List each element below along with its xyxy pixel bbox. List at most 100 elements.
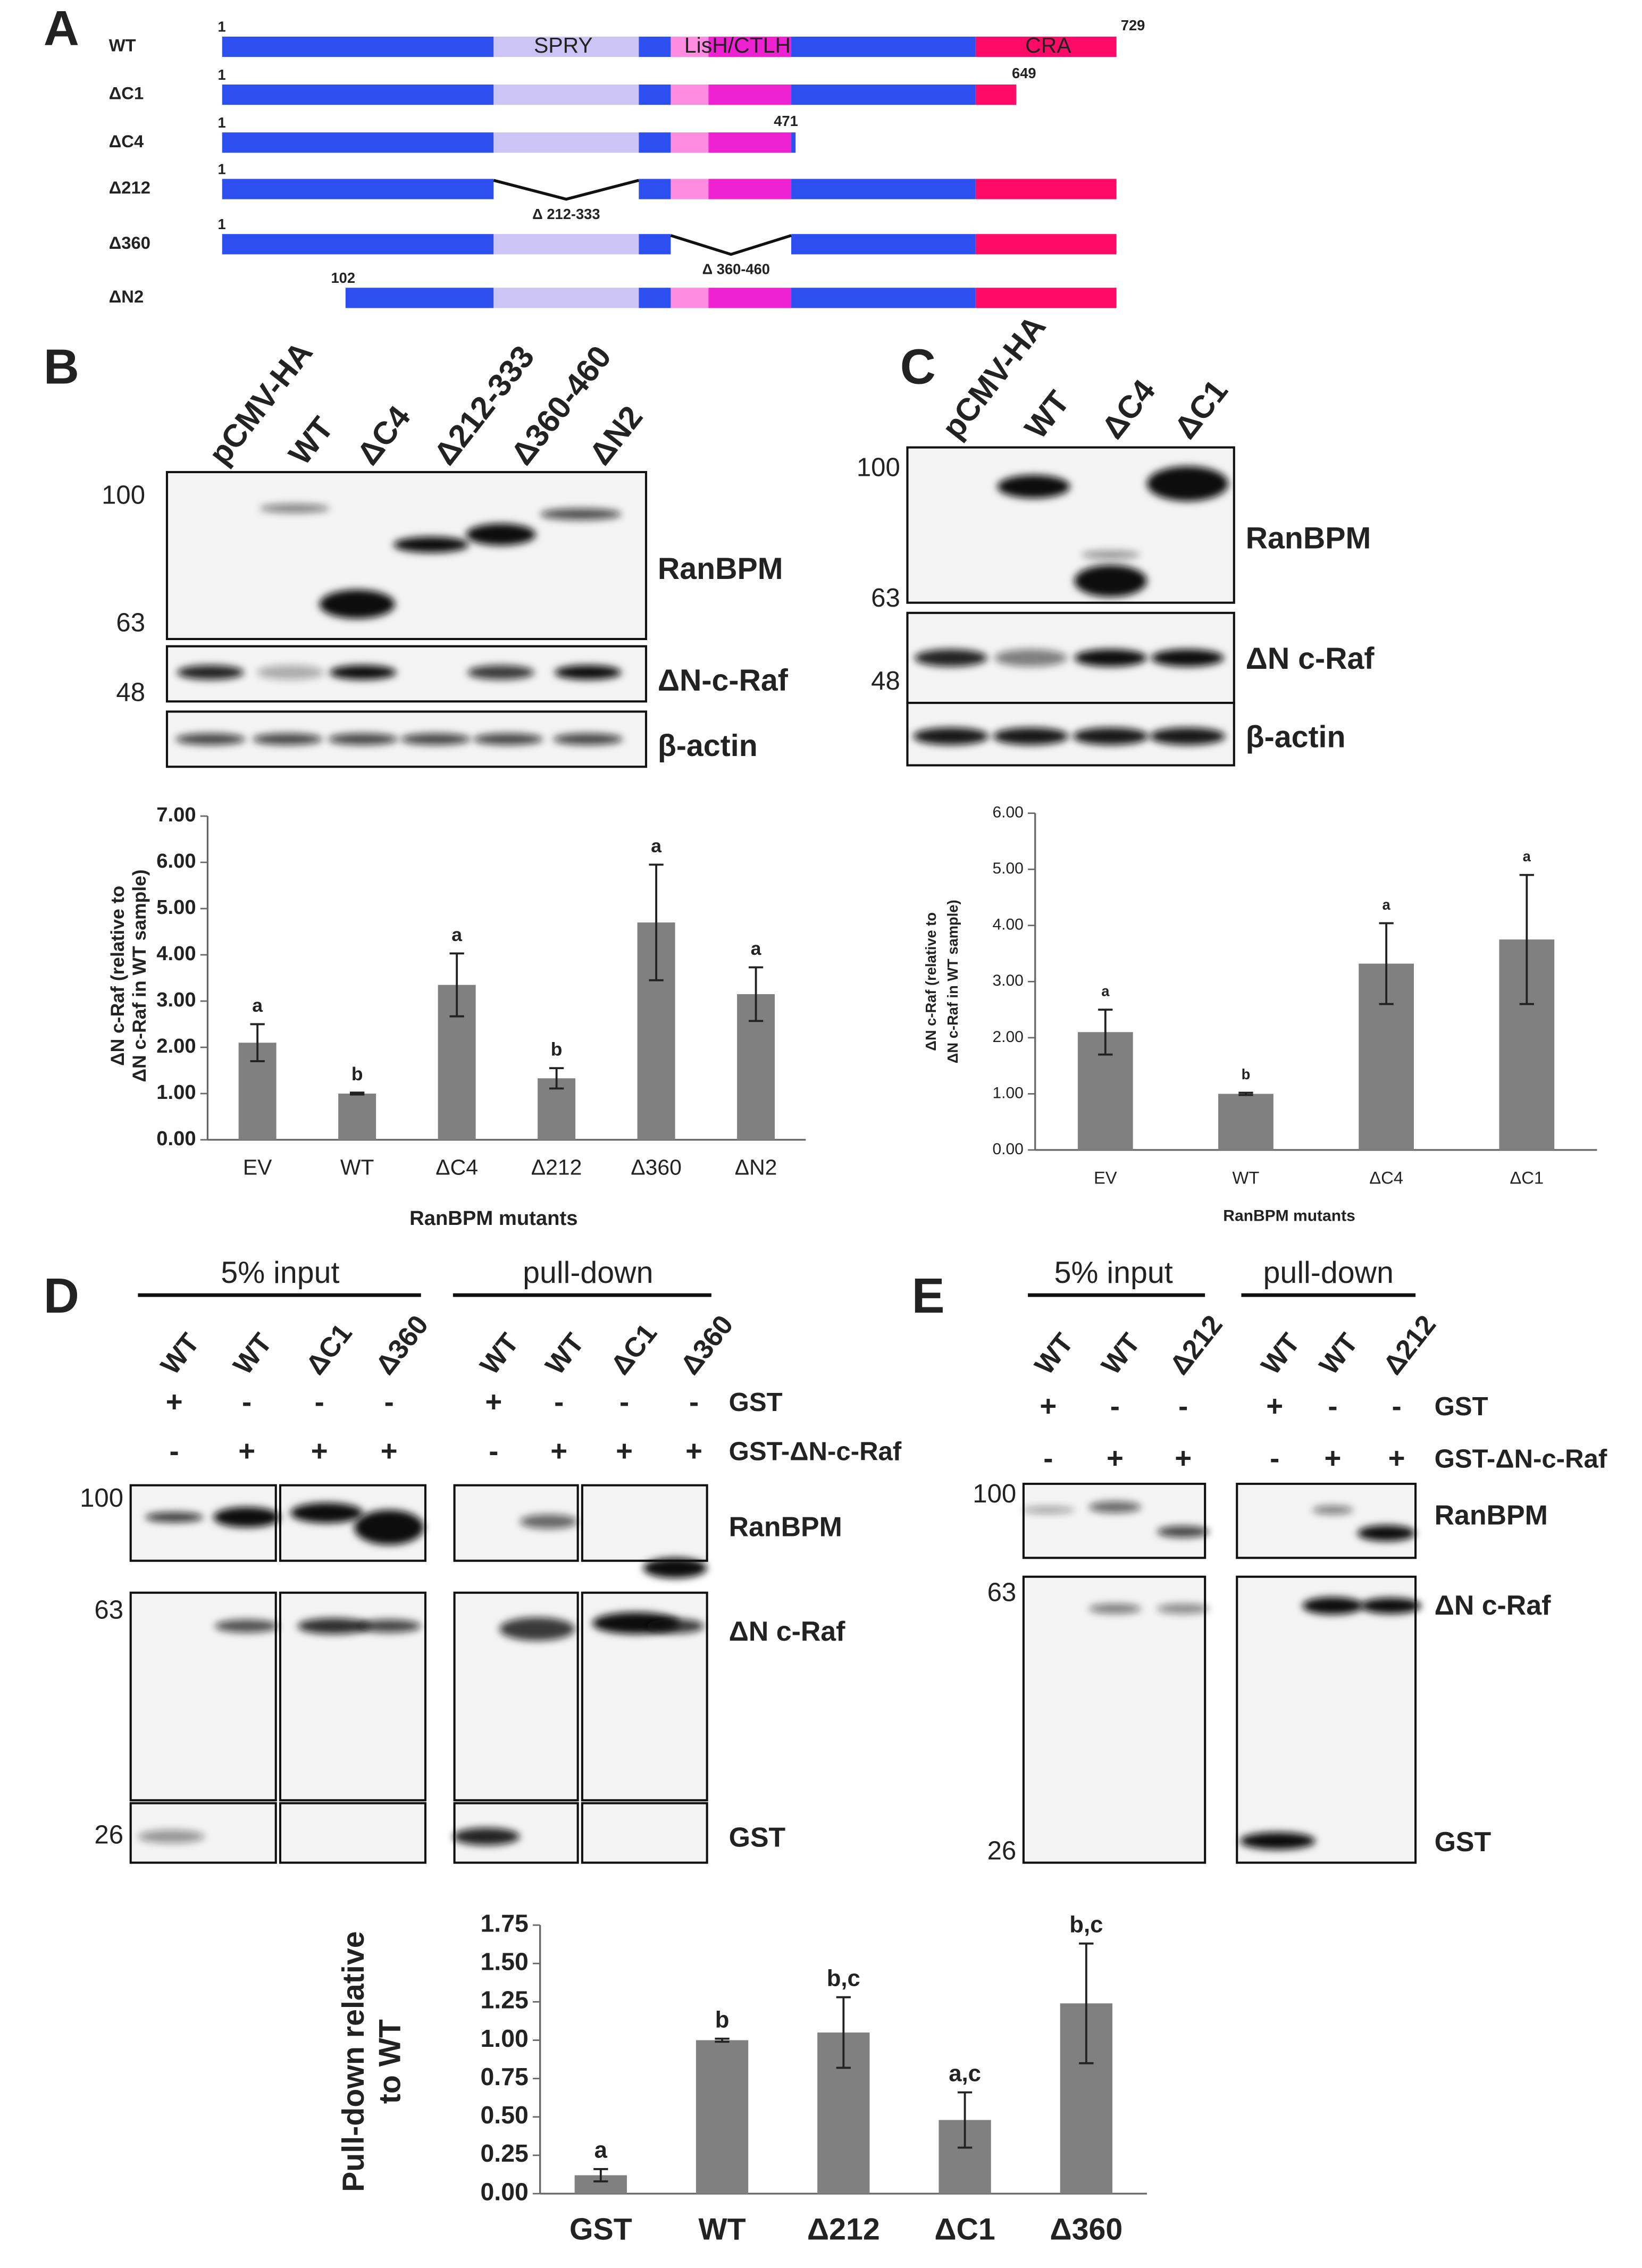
domain-segment bbox=[639, 179, 671, 199]
band bbox=[554, 665, 622, 680]
band bbox=[138, 1830, 205, 1843]
error-bar bbox=[715, 2037, 730, 2043]
domain-segment bbox=[708, 179, 792, 199]
sign: + bbox=[238, 1435, 255, 1467]
band bbox=[1312, 1505, 1353, 1515]
error-bar bbox=[1079, 1942, 1094, 2064]
band bbox=[553, 733, 623, 745]
lane-label: WT bbox=[1255, 1327, 1306, 1380]
row-label: GST-ΔN-c-Raf bbox=[1435, 1444, 1607, 1473]
domain-segment bbox=[345, 288, 494, 308]
domain-segment bbox=[222, 132, 494, 153]
protein-label: RanBPM bbox=[1435, 1500, 1548, 1531]
band bbox=[1082, 550, 1140, 559]
annotation: b,c bbox=[1069, 1911, 1103, 1937]
lane-label: WT bbox=[1313, 1327, 1364, 1380]
annotation: b bbox=[715, 2006, 730, 2032]
x-axis-title: RanBPM mutants bbox=[1223, 1207, 1355, 1225]
y-axis-title: to WT bbox=[373, 2019, 407, 2104]
y-tick-label: 4.00 bbox=[156, 942, 196, 965]
panel-label: E bbox=[912, 1268, 945, 1323]
deletion-label: Δ 360-460 bbox=[702, 261, 770, 278]
sign: + bbox=[381, 1435, 398, 1467]
lane-label: WT bbox=[1095, 1327, 1146, 1380]
domain-segment bbox=[975, 179, 1117, 199]
y-tick-label: 1.00 bbox=[156, 1081, 196, 1104]
sign: - bbox=[1392, 1390, 1401, 1422]
domain-segment bbox=[791, 36, 976, 57]
error-bar bbox=[649, 863, 664, 981]
lane-label: ΔC1 bbox=[1167, 373, 1235, 446]
x-tick-label: WT bbox=[340, 1155, 374, 1179]
group-label: 5% input bbox=[1054, 1256, 1173, 1290]
blot-box bbox=[906, 446, 1235, 604]
y-tick-label: 0.00 bbox=[992, 1140, 1023, 1158]
sign: + bbox=[550, 1435, 567, 1467]
band bbox=[994, 649, 1067, 667]
deletion-label: Δ 212-333 bbox=[532, 206, 600, 222]
sign: + bbox=[1040, 1390, 1057, 1422]
blot-box bbox=[581, 1484, 708, 1562]
lane-label: WT bbox=[539, 1327, 590, 1380]
mw-marker: 26 bbox=[987, 1836, 1017, 1865]
panel-label: A bbox=[44, 1, 79, 56]
band bbox=[213, 1507, 280, 1527]
panel-label: C bbox=[900, 339, 936, 394]
annotation: a bbox=[594, 2137, 608, 2163]
blot-box bbox=[581, 1802, 708, 1864]
end-number: 729 bbox=[1121, 17, 1145, 33]
domain-segment bbox=[639, 132, 671, 153]
mw-marker: 48 bbox=[116, 678, 145, 707]
domain-segment bbox=[671, 288, 709, 308]
band bbox=[915, 649, 987, 667]
sign: + bbox=[166, 1385, 183, 1418]
blot-box bbox=[1236, 1482, 1417, 1559]
band bbox=[1157, 1603, 1210, 1614]
annotation: b bbox=[551, 1039, 563, 1060]
band bbox=[1022, 1506, 1075, 1514]
band bbox=[319, 590, 395, 619]
x-tick-label: Δ360 bbox=[1050, 2212, 1122, 2246]
mw-marker: 26 bbox=[94, 1820, 123, 1849]
band bbox=[1088, 1603, 1142, 1614]
band bbox=[1357, 1525, 1416, 1541]
band bbox=[393, 536, 469, 553]
domain-segment bbox=[639, 36, 671, 57]
domain-segment bbox=[975, 234, 1117, 255]
annotation: b bbox=[1242, 1066, 1251, 1082]
y-tick-label: 2.00 bbox=[992, 1028, 1023, 1046]
error-bar bbox=[836, 1996, 851, 2069]
panel-label: B bbox=[44, 339, 79, 394]
blot-box bbox=[1022, 1482, 1207, 1559]
row-name: ΔN2 bbox=[109, 287, 144, 306]
y-tick-label: 1.75 bbox=[481, 1909, 529, 1937]
sign: + bbox=[1324, 1442, 1341, 1475]
y-tick-label: 6.00 bbox=[156, 850, 196, 872]
band bbox=[1074, 565, 1147, 597]
domain-segment bbox=[671, 179, 709, 199]
mw-marker: 48 bbox=[871, 667, 900, 695]
row-label: GST bbox=[729, 1388, 783, 1417]
row-name: ΔC4 bbox=[109, 131, 144, 151]
domain-segment bbox=[791, 84, 976, 105]
end-number: 649 bbox=[1012, 65, 1036, 81]
protein-label: ΔN c-Raf bbox=[1435, 1590, 1552, 1620]
y-tick-label: 6.00 bbox=[992, 804, 1023, 821]
mw-marker: 63 bbox=[94, 1595, 123, 1624]
band bbox=[520, 1514, 578, 1529]
domain-segment bbox=[671, 84, 709, 105]
error-bar bbox=[1519, 873, 1534, 1005]
domain-segment bbox=[639, 84, 671, 105]
band bbox=[145, 1512, 204, 1523]
annotation: b,c bbox=[827, 1965, 860, 1991]
start-number: 1 bbox=[218, 114, 226, 131]
sign: - bbox=[315, 1385, 324, 1418]
band bbox=[1302, 1597, 1363, 1615]
band bbox=[997, 475, 1070, 499]
domain-segment bbox=[975, 84, 1017, 105]
x-tick-label: WT bbox=[1233, 1167, 1260, 1187]
band bbox=[643, 1558, 707, 1578]
y-tick-label: 0.50 bbox=[481, 2101, 529, 2129]
sign: - bbox=[619, 1385, 629, 1418]
error-bar bbox=[1098, 1009, 1113, 1056]
